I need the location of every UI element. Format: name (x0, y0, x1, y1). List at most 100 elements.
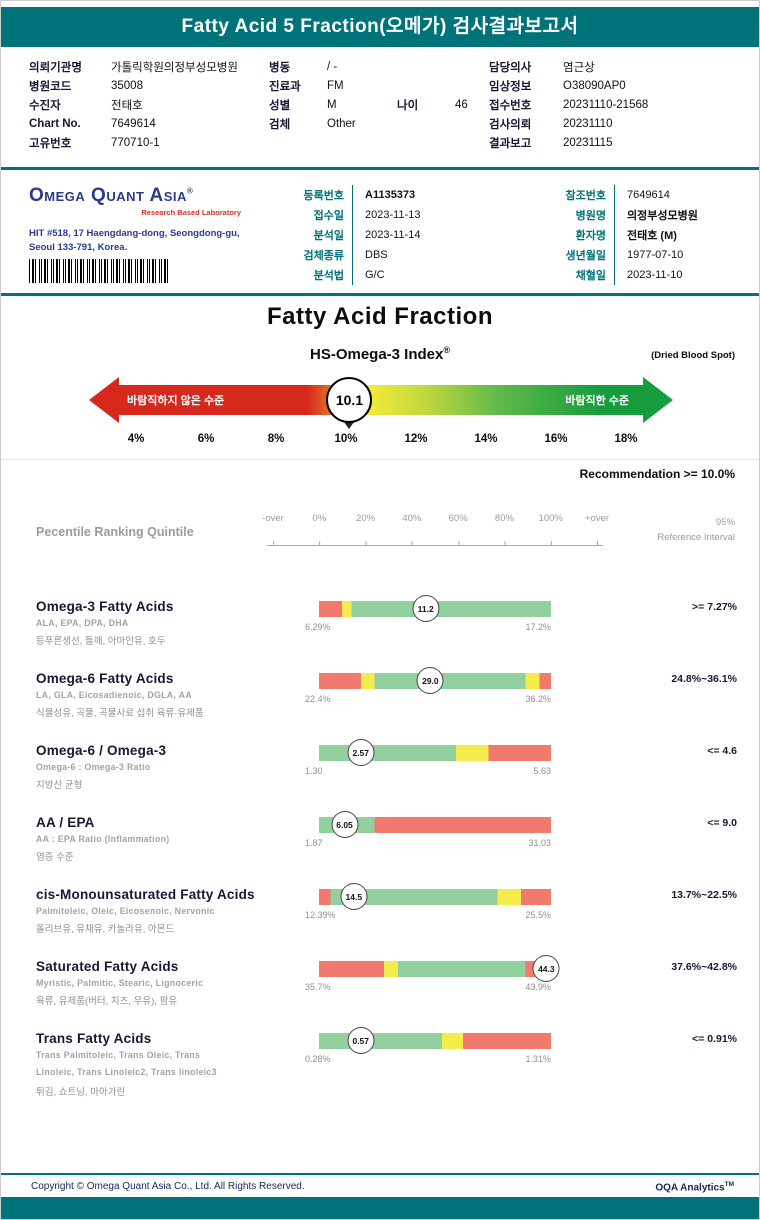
bar-value: 2.57 (352, 747, 370, 758)
scale-axis-line (267, 545, 603, 546)
field-label: 수진자 (29, 99, 61, 112)
field-label: 병원명 (547, 205, 615, 225)
bar-min-label: 6.29% (305, 622, 331, 632)
footer-band (1, 1197, 759, 1219)
gauge-tick-label: 18% (614, 433, 638, 445)
field-label: 참조번호 (547, 185, 615, 205)
field-value: 35008 (111, 79, 143, 92)
report-title: Fatty Acid 5 Fraction(오메가) 검사결과보고서 (181, 16, 579, 37)
field-label: 접수번호 (489, 99, 532, 112)
patient-field: 성별 M 나이 46 (269, 95, 468, 114)
row-name: Omega-6 Fatty Acids (36, 671, 174, 686)
row-reference-interval: 13.7%~22.5% (671, 889, 737, 901)
lab-field: 분석일 2023-11-14 (289, 225, 420, 245)
field-value: 770710-1 (111, 136, 160, 149)
gauge-tick-label: 6% (197, 433, 215, 445)
recommendation-text: Recommendation >= 10.0% (579, 467, 735, 481)
reference-header-line1: 95% (715, 517, 735, 528)
patient-field: 검사의뢰 20231110 (489, 114, 648, 133)
bar-max-label: 5.63 (533, 766, 551, 776)
scale-tick: 60% (449, 513, 468, 546)
patient-info-col-2: 병동 / - 진료과 FM 성별 M 나이 46 검체 Other (269, 57, 468, 133)
quintile-row-cis-monounsaturated: cis-Monounsaturated Fatty Acids Palmitol… (1, 879, 759, 951)
bar-min-label: 0.28% (305, 1054, 331, 1064)
field-label: Chart No. (29, 117, 81, 130)
field-label: 채혈일 (547, 265, 615, 285)
patient-field: 접수번호 20231110-21568 (489, 95, 648, 114)
quintile-bar (319, 889, 551, 905)
gauge-value-marker: 10.1 (326, 377, 373, 423)
section-divider (1, 167, 759, 170)
field-value: 7649614 (627, 189, 670, 201)
bar-min-label: 1.30 (305, 766, 323, 776)
bar-min-label: 1.87 (305, 838, 323, 848)
lab-field: 생년월일 1977-07-10 (547, 245, 698, 265)
row-bar-area: 0.57 0.28% 1.31% (305, 1027, 551, 1064)
lab-field: 검체종류 DBS (289, 245, 420, 265)
gauge-tick-label: 14% (474, 433, 498, 445)
bar-value: 14.5 (345, 891, 363, 902)
registered-mark-icon: ® (186, 186, 194, 196)
field-label: 검체 (269, 118, 291, 131)
index-note: (Dried Blood Spot) (651, 350, 735, 361)
patient-field: 고유번호 770710-1 (29, 133, 238, 152)
row-korean-desc: 등푸른생선, 들깨, 아마인유, 호두 (36, 636, 166, 647)
patient-field: Chart No. 7649614 (29, 114, 238, 133)
field-value: 염근상 (563, 61, 595, 74)
quintile-row-aa-epa: AA / EPA AA : EPA Ratio (Inflammation) 염… (1, 807, 759, 879)
bar-min-label: 12.39% (305, 910, 336, 920)
footer-brand: OQA AnalyticsTM (655, 1181, 734, 1194)
gauge-gradient-bar: 바람직하지 않은 수준 바람직한 수준 (117, 385, 645, 415)
row-reference-interval: >= 7.27% (692, 601, 737, 613)
bar-value: 29.0 (422, 675, 439, 686)
row-korean-desc: 올리브유, 유채유, 카놀라유, 아몬드 (36, 924, 175, 935)
row-bar-area: 44.3 35.7% 43.9% (305, 955, 560, 992)
field-label: 임상정보 (489, 80, 532, 93)
reference-interval-header: 95% Reference Interval (657, 515, 735, 545)
field-value: 전태호 (M) (627, 230, 677, 242)
scale-tick: 40% (402, 513, 421, 546)
trademark-icon: TM (724, 1181, 734, 1188)
row-components: ALA, EPA, DPA, DHA (36, 618, 129, 628)
barcode-image (29, 259, 169, 283)
quintile-bar (319, 745, 551, 761)
field-value: 1977-07-10 (627, 249, 684, 261)
row-components: Omega-6 : Omega-3 Ratio (36, 762, 151, 772)
field-value: 가톨릭학원의정부성모병원 (111, 61, 238, 74)
row-components: AA : EPA Ratio (Inflammation) (36, 834, 170, 844)
lab-field: 분석법 G/C (289, 265, 420, 285)
row-korean-desc: 식물성유, 곡물, 곡물사료 섭취 육류·유제품 (36, 708, 204, 719)
field-label: 검사의뢰 (489, 118, 532, 131)
quintile-bar (319, 961, 551, 977)
row-name: Saturated Fatty Acids (36, 959, 179, 974)
field-value: A1135373 (365, 189, 416, 201)
field-value: 2023-11-10 (627, 269, 683, 281)
field-label: 검체종류 (289, 245, 353, 265)
field-label: 결과보고 (489, 137, 532, 150)
quintile-row-omega6-omega3-ratio: Omega-6 / Omega-3 Omega-6 : Omega-3 Rati… (1, 735, 759, 807)
copyright-text: Copyright © Omega Quant Asia Co., Ltd. A… (31, 1181, 305, 1192)
report-header-band: Fatty Acid 5 Fraction(오메가) 검사결과보고서 (1, 7, 759, 47)
field-label: 병동 (269, 61, 291, 74)
row-name: cis-Monounsaturated Fatty Acids (36, 887, 255, 902)
row-reference-interval: <= 4.6 (707, 745, 737, 757)
field-label: 성별 (269, 99, 291, 112)
field-value: Other (327, 117, 356, 130)
bar-value-marker: 44.3 (532, 955, 560, 982)
field-value: G/C (365, 269, 385, 281)
scale-tick: 20% (356, 513, 375, 546)
quintile-rows: Omega-3 Fatty Acids ALA, EPA, DPA, DHA 등… (1, 591, 759, 1135)
bar-value: 44.3 (538, 963, 555, 974)
bar-max-label: 17.2% (525, 622, 551, 632)
row-bar-area: 6.05 1.87 31.03 (305, 811, 551, 848)
index-title: HS-Omega-3 Index® (309, 345, 450, 363)
quintile-section-title: Pecentile Ranking Quintile (36, 525, 194, 539)
field-value: FM (327, 79, 344, 92)
gauge-right-arrowhead-icon (643, 377, 673, 423)
gauge-scale: 4% 6% 8% 10% 12% 14% 16% 18% (101, 433, 661, 445)
field-label: 병원코드 (29, 80, 72, 93)
quintile-row-trans: Trans Fatty Acids Trans Palmitoleic, Tra… (1, 1023, 759, 1135)
field-value: 의정부성모병원 (627, 210, 698, 222)
gauge-tick-label: 4% (127, 433, 145, 445)
